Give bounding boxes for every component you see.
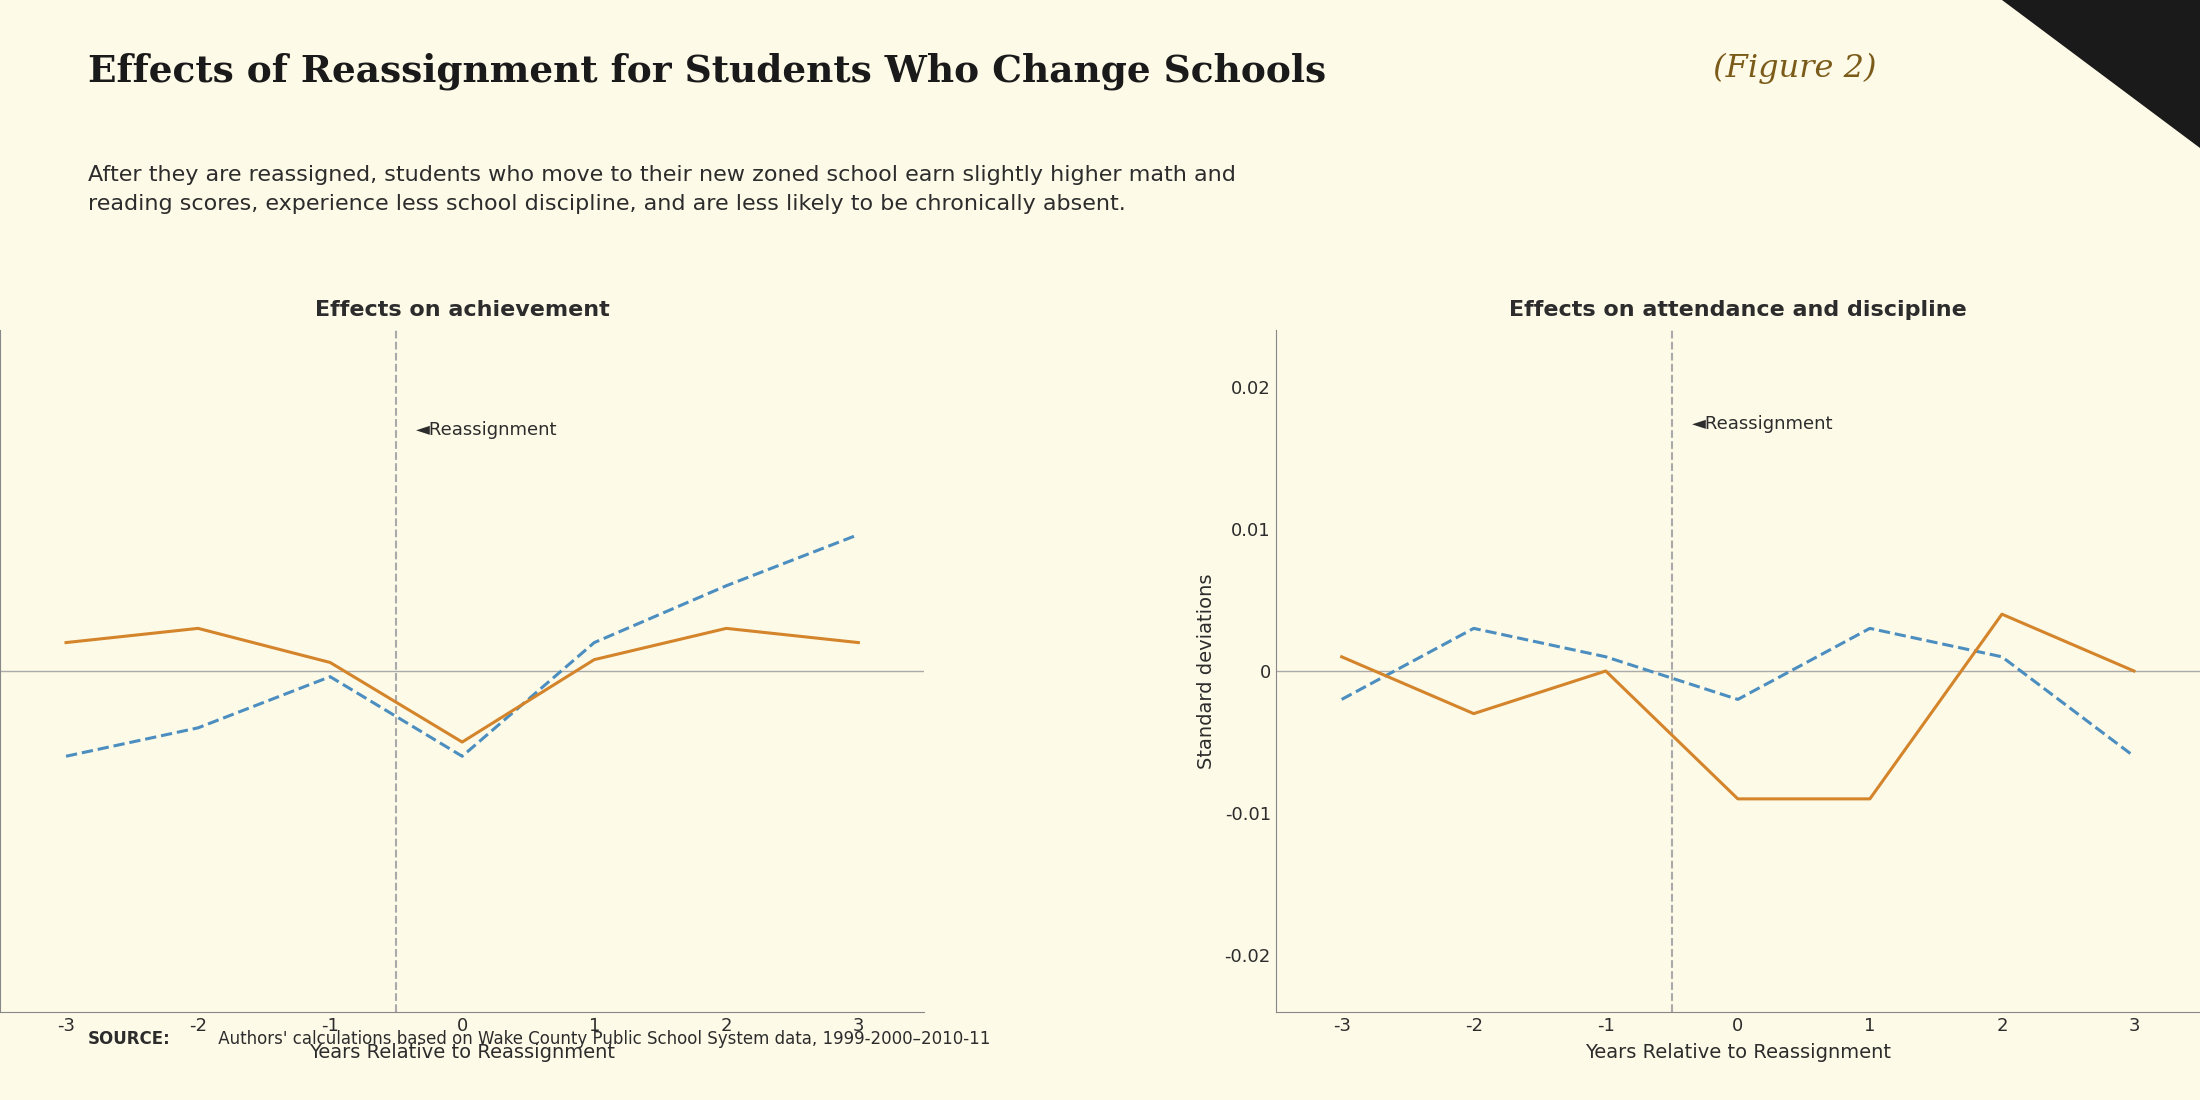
Y-axis label: Standard deviations: Standard deviations bbox=[1197, 573, 1217, 769]
Text: ◄Reassignment: ◄Reassignment bbox=[1692, 416, 1833, 433]
Text: Effects of Reassignment for Students Who Change Schools: Effects of Reassignment for Students Who… bbox=[88, 53, 1327, 90]
Text: Authors' calculations based on Wake County Public School System data, 1999-2000–: Authors' calculations based on Wake Coun… bbox=[213, 1030, 990, 1047]
Text: After they are reassigned, students who move to their new zoned school earn slig: After they are reassigned, students who … bbox=[88, 165, 1236, 213]
X-axis label: Years Relative to Reassignment: Years Relative to Reassignment bbox=[310, 1043, 616, 1063]
Title: Effects on achievement: Effects on achievement bbox=[315, 300, 609, 320]
Text: ◄Reassignment: ◄Reassignment bbox=[416, 421, 557, 439]
Title: Effects on attendance and discipline: Effects on attendance and discipline bbox=[1509, 300, 1967, 320]
Polygon shape bbox=[2002, 0, 2200, 148]
X-axis label: Years Relative to Reassignment: Years Relative to Reassignment bbox=[1584, 1043, 1890, 1063]
Text: (Figure 2): (Figure 2) bbox=[1703, 53, 1877, 84]
Text: SOURCE:: SOURCE: bbox=[88, 1030, 172, 1047]
